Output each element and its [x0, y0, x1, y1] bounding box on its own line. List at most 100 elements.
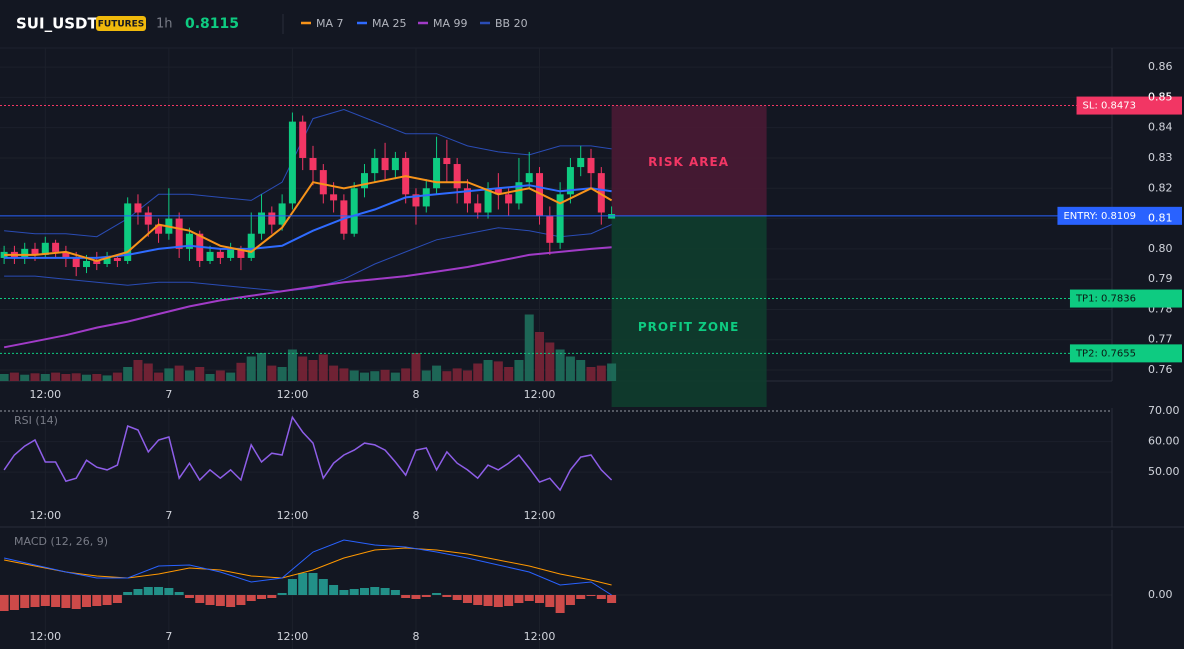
candle-body — [124, 203, 132, 261]
interval[interactable]: 1h — [156, 17, 173, 32]
candle-body — [309, 157, 317, 171]
candle-body — [227, 248, 235, 258]
x-tick-label: 12:00 — [29, 630, 61, 643]
candle-body — [412, 194, 420, 207]
y-tick-label: 0.85 — [1148, 90, 1173, 103]
candle-body — [340, 200, 348, 234]
histogram-bar — [205, 595, 215, 605]
level-tag — [1069, 344, 1182, 363]
histogram-bar — [535, 595, 545, 603]
volume-bar — [71, 373, 81, 381]
candle-body — [494, 188, 502, 195]
volume-bar — [277, 367, 287, 381]
volume-bar — [298, 356, 308, 381]
volume-bar — [257, 353, 267, 381]
x-tick-label: 12:00 — [277, 388, 309, 401]
zone — [611, 105, 767, 216]
histogram-bar — [514, 595, 524, 603]
histogram-bar — [164, 588, 174, 595]
candle-body — [474, 203, 482, 213]
volume-bar — [514, 360, 524, 381]
volume-bar — [9, 372, 19, 381]
candle-body — [31, 248, 39, 255]
histogram-bar — [215, 595, 225, 606]
y-tick-label: 0.00 — [1148, 588, 1173, 601]
histogram-bar — [9, 595, 19, 610]
candle-body — [587, 157, 595, 174]
volume-bar — [154, 372, 164, 381]
x-tick-label: 12:00 — [277, 630, 309, 643]
volume-bar — [545, 342, 555, 381]
volume-bar — [205, 374, 215, 381]
candle-body — [278, 203, 286, 225]
zone-label: PROFIT ZONE — [638, 320, 739, 334]
candle-body — [484, 188, 492, 213]
histogram-bar — [287, 579, 297, 595]
histogram-bar — [174, 592, 184, 595]
histogram-bar — [308, 573, 318, 595]
candle-body — [443, 157, 451, 165]
histogram-bar — [20, 595, 30, 608]
candle-body — [556, 194, 564, 243]
volume-bar — [195, 367, 205, 381]
histogram-bar — [359, 588, 369, 595]
histogram-bar — [71, 595, 81, 609]
histogram-bar — [51, 595, 61, 607]
level-tag — [1069, 289, 1182, 308]
x-tick-label: 12:00 — [277, 509, 309, 522]
candle-body — [268, 212, 276, 225]
volume-bar — [215, 370, 225, 381]
volume-bar — [462, 370, 472, 381]
volume-bar — [359, 372, 369, 381]
y-tick-label: 0.82 — [1148, 181, 1173, 194]
histogram-bar — [432, 593, 442, 595]
histogram-bar — [421, 595, 431, 597]
level-tag — [1076, 96, 1182, 115]
histogram-bar — [442, 595, 452, 597]
volume-bar — [596, 365, 606, 381]
volume-bar — [370, 371, 380, 381]
histogram-bar — [329, 585, 339, 595]
candle-body — [577, 157, 585, 168]
x-tick-label: 7 — [165, 630, 172, 643]
candle-body — [93, 260, 101, 265]
candle-body — [350, 188, 358, 234]
y-tick-label: 0.80 — [1148, 242, 1173, 255]
volume-bar — [535, 332, 545, 381]
histogram-bar — [607, 595, 617, 603]
panel-title: MACD (12, 26, 9) — [14, 535, 108, 548]
volume-bar — [81, 374, 91, 381]
volume-bar — [421, 370, 431, 381]
histogram-bar — [195, 595, 205, 603]
histogram-bar — [473, 595, 483, 605]
candle-body — [113, 257, 121, 261]
histogram-bar — [143, 587, 153, 595]
badge: FUTURES — [98, 20, 144, 30]
volume-bar — [174, 365, 184, 381]
bollinger-band — [4, 108, 612, 238]
volume-bar — [401, 368, 411, 381]
volume-bar — [51, 372, 61, 381]
histogram-bar — [298, 573, 308, 595]
candle-body — [381, 157, 389, 171]
y-tick-label: 0.86 — [1148, 60, 1173, 73]
histogram-bar — [123, 592, 133, 595]
level-label: TP2: 0.7655 — [1075, 348, 1136, 359]
histogram-bar — [524, 595, 534, 601]
candle-body — [525, 173, 533, 183]
histogram-bar — [102, 595, 112, 605]
candle-body — [155, 224, 163, 234]
histogram-bar — [565, 595, 575, 605]
volume-bar — [143, 363, 153, 381]
moving-average — [3, 246, 612, 349]
last-price: 0.8115 — [185, 16, 239, 32]
volume-bar — [246, 356, 256, 381]
x-tick-label: 8 — [412, 388, 419, 401]
legend-label: MA 25 — [372, 17, 407, 30]
histogram-bar — [504, 595, 514, 606]
candle-body — [62, 251, 70, 258]
zone-label: RISK AREA — [648, 155, 729, 169]
volume-bar — [442, 371, 452, 381]
candle-body — [505, 194, 513, 204]
histogram-bar — [257, 595, 267, 599]
